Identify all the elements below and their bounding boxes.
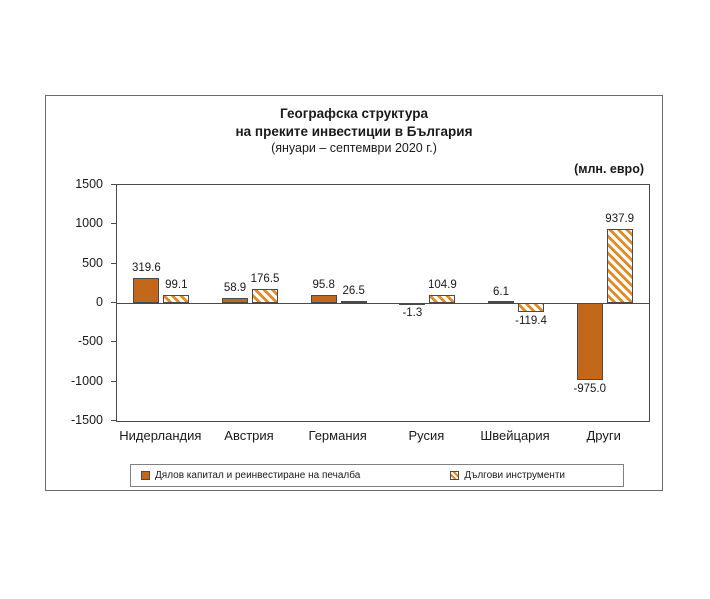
chart-title-block: Географска структура на преките инвестиц… <box>46 105 662 157</box>
bar-solid <box>488 301 515 303</box>
bar-value-label: -975.0 <box>573 383 606 395</box>
bar-group-6: -975.0 937.9 <box>560 185 649 421</box>
bar-value-label: 319.6 <box>131 262 161 274</box>
bar-hatched <box>252 289 278 303</box>
x-axis-labels: Нидерландия Австрия Германия Русия Швейцария… <box>116 428 648 443</box>
y-tick-label: -1500 <box>71 413 103 427</box>
bar-value-label: 104.9 <box>427 279 457 291</box>
bar-value-label: 95.8 <box>312 279 335 291</box>
bar-solid <box>133 278 160 303</box>
y-tick-label: 1500 <box>75 177 103 191</box>
unit-label: (млн. евро) <box>574 162 644 176</box>
bar-group-5: 6.1 -119.4 <box>472 185 561 421</box>
x-category-label: Германия <box>308 428 367 443</box>
bar-solid <box>222 298 248 303</box>
y-axis: 1500 1000 500 0 -500 -1000 -1500 <box>46 177 116 427</box>
bar-hatched <box>163 295 190 303</box>
y-tick-label: 0 <box>96 295 103 309</box>
legend-item-debt: Дългови инструменти <box>450 470 565 481</box>
plot-area: 319.6 99.1 58.9 176.5 95.8 26.5 -1.3 104.9 6.1 -1… <box>116 184 650 422</box>
bar-value-label: 58.9 <box>223 282 247 294</box>
y-tick-label: 500 <box>82 255 103 270</box>
bar-value-label: -119.4 <box>515 315 547 327</box>
bar-value-label: 99.1 <box>165 279 188 291</box>
bar-hatched <box>518 303 545 312</box>
bar-group-3: 95.8 26.5 <box>294 185 383 421</box>
legend-label-equity: Дялов капитал и реинвестиране на печалба <box>155 470 361 481</box>
bar-group-4: -1.3 104.9 <box>383 185 472 421</box>
bar-hatched <box>429 295 456 303</box>
y-tick-mark <box>111 223 116 225</box>
y-tick-mark <box>111 380 116 382</box>
x-category-label: Нидерландия <box>119 428 202 443</box>
legend: Дялов капитал и реинвестиране на печалба… <box>130 464 624 487</box>
x-category-label: Швейцария <box>480 428 550 443</box>
zero-axis-line <box>117 303 649 304</box>
bar-value-label: 6.1 <box>493 286 510 298</box>
bar-hatched <box>340 301 367 303</box>
x-category-label: Австрия <box>224 428 274 443</box>
y-tick-mark <box>111 262 116 264</box>
bar-value-label: -1.3 <box>402 307 423 319</box>
bar-group-2: 58.9 176.5 <box>206 185 295 421</box>
chart-title-line2: на преките инвестиции в България <box>235 123 473 139</box>
y-tick-label: -1000 <box>71 373 103 388</box>
bars-container: 319.6 99.1 58.9 176.5 95.8 26.5 -1.3 104.9 6.1 -1… <box>117 185 649 421</box>
bar-solid <box>399 303 426 305</box>
bar-solid <box>310 295 337 303</box>
legend-swatch-solid <box>141 471 150 480</box>
y-tick-mark <box>111 302 116 303</box>
bar-hatched <box>606 229 633 303</box>
y-tick-label: -500 <box>77 334 103 349</box>
bar-solid <box>576 303 603 380</box>
legend-label-debt: Дългови инструменти <box>464 470 565 481</box>
chart-title-line1: Географска структура <box>280 106 428 121</box>
chart-subtitle: (януари – септември 2020 г.) <box>271 141 437 156</box>
legend-swatch-hatched <box>450 471 460 480</box>
y-tick-mark <box>111 420 116 421</box>
x-category-label: Русия <box>408 428 445 443</box>
bar-value-label: 176.5 <box>250 273 280 285</box>
y-tick-mark <box>111 341 116 343</box>
legend-item-equity: Дялов капитал и реинвестиране на печалба <box>141 470 360 481</box>
bar-value-label: 937.9 <box>605 213 635 225</box>
y-tick-mark <box>111 184 116 185</box>
bar-group-1: 319.6 99.1 <box>117 185 206 421</box>
chart-frame: Географска структура на преките инвестиц… <box>45 95 663 491</box>
bar-value-label: 26.5 <box>342 285 365 297</box>
y-tick-label: 1000 <box>75 216 103 231</box>
x-category-label: Други <box>586 428 621 443</box>
